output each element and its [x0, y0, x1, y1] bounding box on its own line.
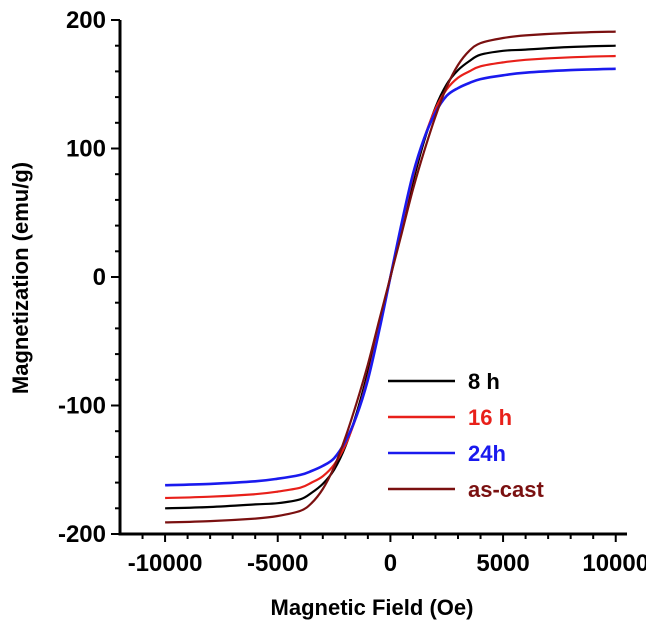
x-tick-label: 0: [384, 550, 397, 577]
y-axis-title: Magnetization (emu/g): [8, 162, 33, 394]
x-tick-label: 10000: [582, 550, 646, 577]
plot-frame: [118, 20, 627, 536]
x-axis: -10000 -5000 0 5000 10000: [128, 534, 646, 577]
y-tick-label: -200: [58, 521, 106, 548]
y-axis: -200 -100 0 100 200: [58, 7, 120, 548]
legend-label: 16 h: [468, 405, 512, 430]
series-layer: [165, 30, 616, 524]
x-tick-label: 5000: [476, 550, 529, 577]
x-tick-label: -10000: [128, 550, 203, 577]
legend-label: 8 h: [468, 369, 500, 394]
x-axis-title: Magnetic Field (Oe): [271, 595, 474, 620]
y-tick-label: 200: [66, 7, 106, 34]
series-line-as-cast: [165, 30, 616, 524]
x-tick-label: -5000: [247, 550, 308, 577]
y-tick-label: 100: [66, 136, 106, 163]
y-tick-label: -100: [58, 393, 106, 420]
legend: 8 h 16 h 24h as-cast: [388, 369, 545, 502]
legend-label: 24h: [468, 441, 506, 466]
legend-label: as-cast: [468, 477, 545, 502]
y-tick-label: 0: [93, 264, 106, 291]
